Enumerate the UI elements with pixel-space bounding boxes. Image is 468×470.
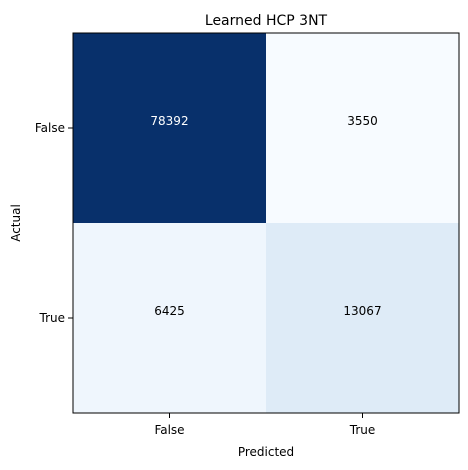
cell-value-label: 6425 <box>154 304 185 318</box>
cell-value-label: 13067 <box>343 304 381 318</box>
x-axis-label: Predicted <box>238 445 294 459</box>
heatmap-cell <box>73 223 266 413</box>
cell-value-label: 78392 <box>150 114 188 128</box>
heatmap-cells <box>73 33 459 413</box>
y-tick-label: False <box>35 121 65 135</box>
cell-value-labels: 78392 3550 6425 13067 <box>150 114 381 318</box>
heatmap-cell <box>73 33 266 223</box>
y-axis-label: Actual <box>9 204 23 242</box>
plot-frame <box>72 32 460 414</box>
x-tick-label: True <box>349 423 376 437</box>
y-axis-ticks: False True <box>35 121 73 325</box>
heatmap-cell <box>266 223 459 413</box>
cell-value-label: 3550 <box>347 114 378 128</box>
y-tick-label: True <box>39 311 66 325</box>
heatmap-cell <box>266 33 459 223</box>
x-axis-ticks: False True <box>154 413 375 437</box>
x-tick-label: False <box>154 423 184 437</box>
chart-title: Learned HCP 3NT <box>205 13 328 29</box>
